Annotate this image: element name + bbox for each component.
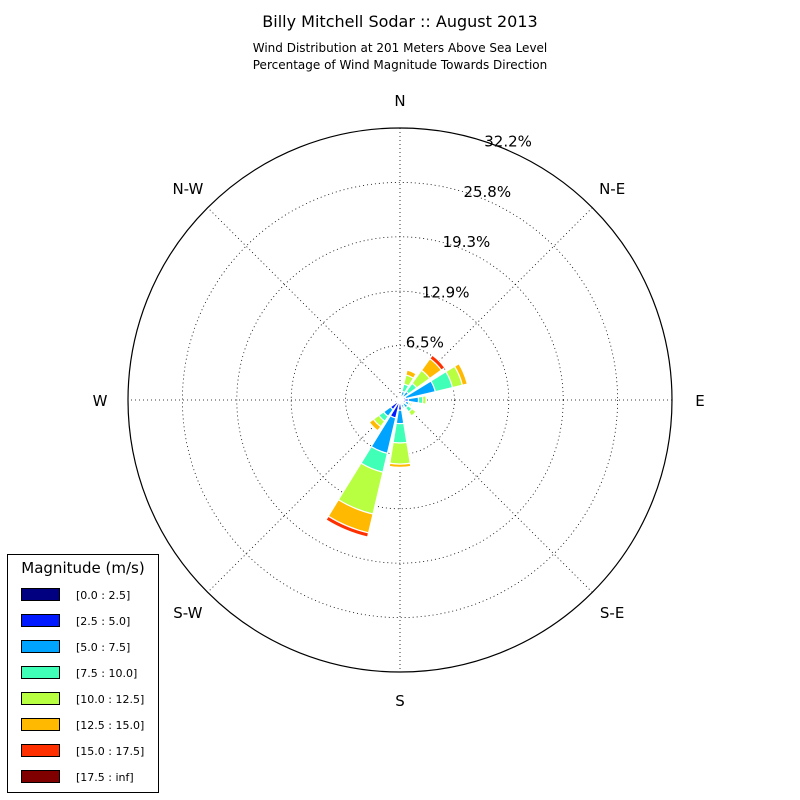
wind-bar-segment [421, 395, 427, 405]
radial-grid-circle [181, 181, 619, 619]
legend-label: [7.5 : 10.0] [76, 667, 138, 680]
wind-bar-segment [453, 362, 469, 386]
chart-subtitle-line-1: Wind Distribution at 201 Meters Above Se… [252, 41, 548, 55]
wind-bar-segment [405, 369, 418, 379]
wind-bar-segment [408, 401, 414, 408]
direction-label: N-E [599, 180, 625, 198]
radial-grid-circle [345, 345, 455, 455]
direction-label: S [395, 692, 405, 710]
legend-swatch [21, 588, 60, 601]
legend-label: [5.0 : 7.5] [76, 641, 131, 654]
legend-swatch [21, 718, 60, 731]
direction-label: S-W [173, 604, 202, 622]
legend-label: [15.0 : 17.5] [76, 745, 145, 758]
radial-tick-label: 19.3% [443, 233, 491, 251]
legend-swatch [21, 614, 60, 627]
legend-label: [10.0 : 12.5] [76, 693, 145, 706]
legend-swatch [21, 692, 60, 705]
legend-swatch [21, 640, 60, 653]
outer-circle [127, 127, 673, 673]
direction-label: W [93, 392, 108, 410]
direction-label: E [695, 392, 704, 410]
radial-tick-label: 25.8% [463, 183, 511, 201]
legend-swatch [21, 744, 60, 757]
radial-grid-circle [290, 290, 510, 510]
direction-label: N [394, 92, 405, 110]
wind-bar-segment [388, 465, 412, 470]
wind-bar-segment [368, 418, 382, 432]
legend-label: [2.5 : 5.0] [76, 615, 131, 628]
legend-swatch [21, 770, 60, 783]
radial-tick-label: 6.5% [406, 334, 444, 352]
radial-tick-label: 32.2% [484, 133, 532, 151]
legend-label: [0.0 : 2.5] [76, 589, 131, 602]
direction-label: N-W [172, 180, 203, 198]
wind-bar-segment [392, 422, 408, 444]
chart-title: Billy Mitchell Sodar :: August 2013 [262, 12, 538, 31]
legend-swatch [21, 666, 60, 679]
wind-bar-segment [325, 515, 370, 538]
radial-tick-label: 12.9% [422, 283, 470, 301]
chart-subtitle-line-2: Percentage of Wind Magnitude Towards Dir… [252, 58, 548, 72]
legend-label: [17.5 : inf] [76, 771, 134, 784]
legend-title: Magnitude (m/s) [21, 559, 145, 577]
direction-label: S-E [600, 604, 624, 622]
wind-bar-segment [429, 354, 446, 371]
wind-bar-segment [407, 407, 417, 417]
wind-bar-segment [401, 407, 407, 411]
legend-label: [12.5 : 15.0] [76, 719, 145, 732]
legend: Magnitude (m/s) [0.0 : 2.5] [2.5 : 5.0] … [7, 554, 159, 793]
wind-bar-segment [389, 441, 411, 465]
wind-bar-segment [394, 398, 397, 402]
wind-bar-segment [398, 397, 401, 400]
wind-bar-segment [392, 400, 396, 405]
